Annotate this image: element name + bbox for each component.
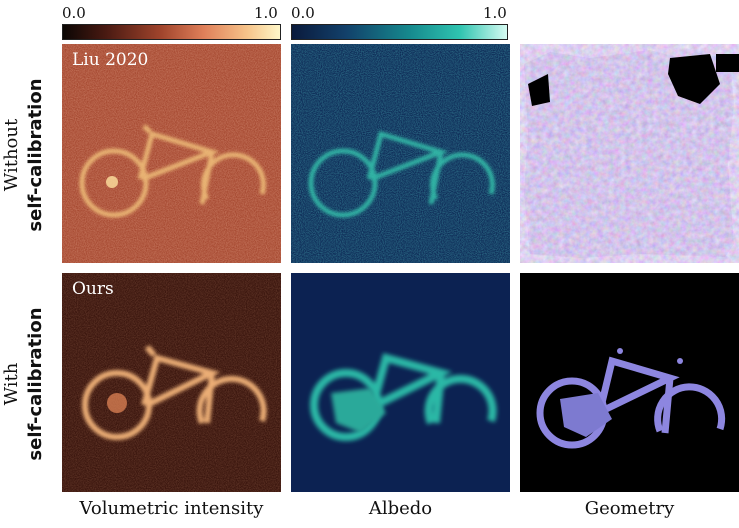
bike-geometry-noisy-image (524, 50, 739, 258)
bike-intensity-clean-image (62, 273, 281, 492)
panel-with-albedo (291, 273, 510, 492)
albedo-colorbar-min: 0.0 (291, 4, 315, 22)
row-label-with-line1: With (1, 362, 22, 406)
method-label-liu: Liu 2020 (72, 50, 149, 70)
row-label-without-line1: Without (1, 118, 22, 192)
albedo-colorbar-max: 1.0 (483, 4, 507, 22)
row-label-with-line2: self-calibration (25, 307, 46, 461)
method-label-ours: Ours (72, 279, 114, 299)
intensity-colorbar (62, 24, 281, 40)
column-label-intensity: Volumetric intensity (79, 498, 264, 519)
column-label-geometry: Geometry (584, 498, 675, 519)
column-label-albedo: Albedo (368, 498, 433, 519)
row-label-with: With self-calibration (0, 274, 48, 494)
panel-without-geometry (520, 44, 739, 263)
intensity-colorbar-max: 1.0 (254, 4, 278, 22)
bike-intensity-noisy-image (62, 44, 281, 263)
panel-without-intensity: Liu 2020 (62, 44, 281, 263)
row-label-without-line2: self-calibration (25, 78, 46, 232)
row-label-without: Without self-calibration (0, 45, 48, 265)
bike-geometry-clean-image (520, 273, 739, 492)
panel-with-geometry (520, 273, 739, 492)
panel-with-intensity: Ours (62, 273, 281, 492)
panel-without-albedo (291, 44, 510, 263)
bike-albedo-noisy-image (291, 44, 510, 263)
albedo-colorbar (291, 24, 508, 40)
intensity-colorbar-min: 0.0 (62, 4, 86, 22)
bike-albedo-clean-image (291, 273, 510, 492)
